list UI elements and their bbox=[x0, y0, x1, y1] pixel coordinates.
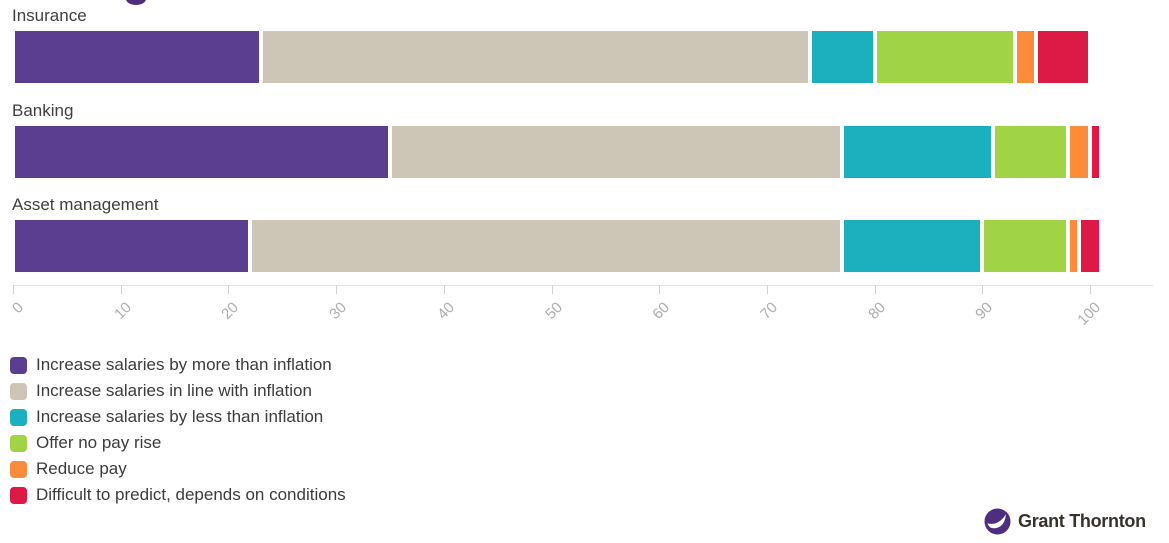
x-axis-tick-label: 0 bbox=[9, 299, 28, 317]
bar-segment bbox=[1068, 125, 1090, 179]
legend-swatch bbox=[10, 408, 27, 426]
bar-segment bbox=[260, 30, 810, 84]
legend-item: Offer no pay rise bbox=[10, 430, 346, 456]
legend-label: Increase salaries by more than inflation bbox=[36, 355, 332, 374]
grant-thornton-orb-icon bbox=[984, 508, 1011, 535]
legend-label: Increase salaries by less than inflation bbox=[36, 407, 324, 426]
bar-segment bbox=[982, 219, 1069, 273]
legend-label: Offer no pay rise bbox=[36, 433, 162, 452]
category-label: Asset management bbox=[12, 195, 159, 214]
grant-thornton-logo: Grant Thornton bbox=[984, 508, 1146, 535]
bar-segment bbox=[1079, 219, 1101, 273]
legend-item: Reduce pay bbox=[10, 456, 346, 482]
legend-swatch bbox=[10, 382, 27, 400]
bar-segment bbox=[13, 125, 390, 179]
x-axis-tick-label: 20 bbox=[218, 299, 243, 323]
x-axis-tick bbox=[874, 285, 876, 294]
bar-segment bbox=[1036, 30, 1090, 84]
x-axis-tick bbox=[13, 285, 14, 294]
x-axis-tick bbox=[120, 285, 122, 294]
x-axis-tick bbox=[659, 285, 661, 294]
category-label: Banking bbox=[12, 101, 74, 120]
legend-swatch bbox=[10, 356, 27, 374]
x-axis-tick bbox=[551, 285, 553, 294]
legend-item: Increase salaries in line with inflation bbox=[10, 378, 346, 404]
legend-label: Reduce pay bbox=[36, 459, 127, 478]
bar-segment bbox=[389, 125, 843, 179]
bar-segment bbox=[249, 219, 843, 273]
x-axis-tick-label: 40 bbox=[433, 299, 458, 323]
legend-label: Increase salaries in line with inflation bbox=[36, 381, 312, 400]
bar-segment bbox=[1068, 219, 1080, 273]
bar-segment bbox=[842, 219, 983, 273]
stacked-bar bbox=[0, 219, 1169, 273]
cropped-title-descender bbox=[126, 0, 146, 5]
x-axis-tick-label: 100 bbox=[1074, 299, 1105, 329]
x-axis-tick-label: 30 bbox=[326, 299, 351, 323]
bar-segment bbox=[13, 30, 261, 84]
legend: Increase salaries by more than inflation… bbox=[10, 352, 346, 508]
legend-swatch bbox=[10, 486, 27, 504]
stacked-bar bbox=[0, 30, 1169, 84]
bar-segment bbox=[842, 125, 994, 179]
bar-segment bbox=[1090, 125, 1101, 179]
bar-segment bbox=[1014, 30, 1037, 84]
x-axis-tick bbox=[982, 285, 984, 294]
legend-label: Difficult to predict, depends on conditi… bbox=[36, 485, 346, 504]
x-axis-tick-label: 80 bbox=[864, 299, 889, 323]
x-axis-tick-label: 70 bbox=[757, 299, 781, 323]
x-axis-line bbox=[13, 285, 1153, 286]
brand-wordmark: Grant Thornton bbox=[1018, 511, 1146, 531]
x-axis-tick bbox=[1090, 285, 1091, 294]
x-axis-tick bbox=[766, 285, 768, 294]
x-axis-tick bbox=[336, 285, 338, 294]
x-axis-tick-label: 50 bbox=[541, 299, 566, 323]
legend-item: Increase salaries by more than inflation bbox=[10, 352, 346, 378]
bar-segment bbox=[874, 30, 1015, 84]
bar-segment bbox=[809, 30, 875, 84]
legend-swatch bbox=[10, 434, 27, 452]
legend-item: Difficult to predict, depends on conditi… bbox=[10, 482, 346, 508]
x-axis-tick-label: 60 bbox=[649, 299, 674, 323]
category-label: Insurance bbox=[12, 6, 87, 25]
x-axis-tick-label: 10 bbox=[110, 299, 135, 323]
legend-swatch bbox=[10, 460, 27, 478]
stacked-bar bbox=[0, 125, 1169, 179]
bar-segment bbox=[993, 125, 1069, 179]
legend-item: Increase salaries by less than inflation bbox=[10, 404, 346, 430]
x-axis-tick bbox=[228, 285, 230, 294]
bar-segment bbox=[13, 219, 250, 273]
x-axis-tick bbox=[443, 285, 445, 294]
x-axis-tick-label: 90 bbox=[972, 299, 997, 323]
